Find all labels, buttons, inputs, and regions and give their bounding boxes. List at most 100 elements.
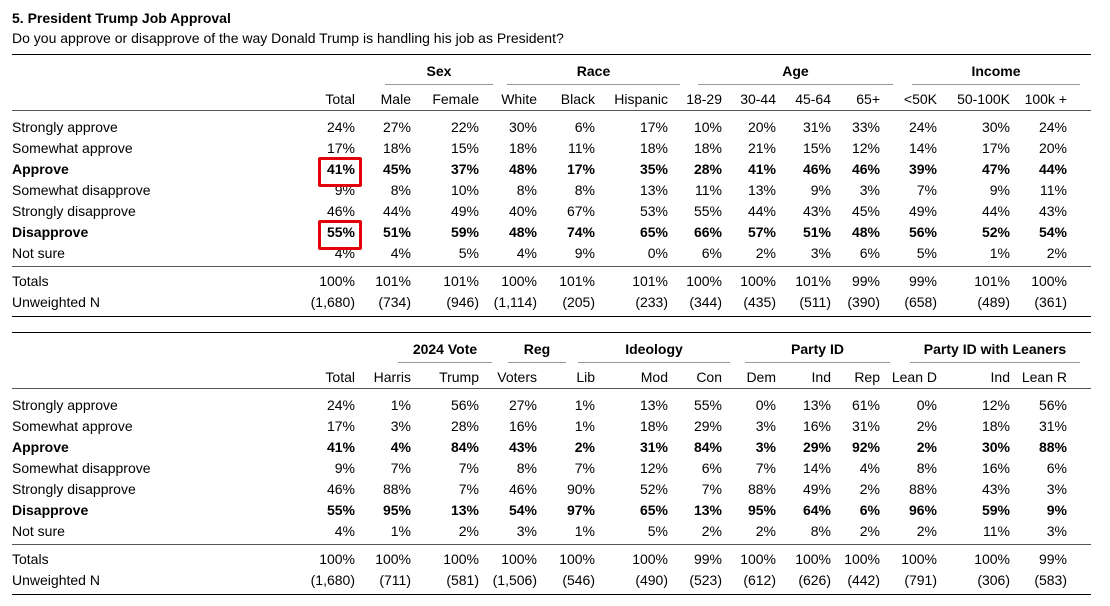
table-cell: (306) <box>977 572 1010 588</box>
table-cell: 0% <box>647 245 668 261</box>
table-cell: 30% <box>981 439 1010 455</box>
table-cell: 46% <box>326 481 355 497</box>
table-cell: 3% <box>390 418 411 434</box>
table-cell: 43% <box>981 481 1010 497</box>
table-cell: 39% <box>908 161 937 177</box>
table-cell: 88% <box>382 481 411 497</box>
table-cell: 30% <box>981 119 1010 135</box>
table-cell: 11% <box>1040 182 1067 198</box>
table-cell: 18% <box>508 140 537 156</box>
table-cell: 13% <box>802 397 831 413</box>
table-cell: 24% <box>326 397 355 413</box>
table-cell: (344) <box>689 294 722 310</box>
table-cell: 100% <box>795 551 831 567</box>
table-cell: 13% <box>639 397 668 413</box>
table-cell: 27% <box>508 397 537 413</box>
table-cell: 5% <box>458 245 479 261</box>
table-cell: 44% <box>1038 161 1067 177</box>
table-cell: 28% <box>693 161 722 177</box>
table-cell: 16% <box>508 418 537 434</box>
table-cell: 54% <box>1038 224 1067 240</box>
table-cell: 10% <box>693 119 722 135</box>
table-cell: 47% <box>981 161 1010 177</box>
column-header: Con <box>696 369 722 385</box>
table-cell: 6% <box>701 460 722 476</box>
table-cell: 45% <box>851 203 880 219</box>
table-cell: 14% <box>802 460 831 476</box>
table-cell: 9% <box>810 182 831 198</box>
table-cell: 24% <box>1038 119 1067 135</box>
table-cell: 100% <box>632 551 668 567</box>
table-cell: 4% <box>390 245 411 261</box>
crosstab-demographics: Sex Race Age Income Total Male Female White Blac… <box>12 54 1091 317</box>
table-cell: 20% <box>747 119 776 135</box>
table-cell: 55% <box>693 397 722 413</box>
table-cell: 6% <box>1046 460 1067 476</box>
table-cell: 8% <box>574 182 595 198</box>
table-cell: 88% <box>1038 439 1067 455</box>
table-cell: 7% <box>458 460 479 476</box>
column-header: Dem <box>746 369 776 385</box>
table-cell: 43% <box>802 203 831 219</box>
table-cell: 59% <box>450 224 479 240</box>
table-cell: 20% <box>1038 140 1067 156</box>
row-label: Strongly approve <box>12 397 118 413</box>
table-cell: 8% <box>810 523 831 539</box>
table-cell: 8% <box>516 460 537 476</box>
table-cell: 11% <box>983 523 1010 539</box>
table-cell: 99% <box>1038 551 1067 567</box>
row-label: Strongly disapprove <box>12 203 136 219</box>
table-cell: (612) <box>743 572 776 588</box>
group-underline <box>745 362 890 363</box>
group-header: Ideology <box>625 341 683 357</box>
table-cell: 3% <box>755 439 776 455</box>
table-cell: 48% <box>508 161 537 177</box>
table-cell: 3% <box>1046 481 1067 497</box>
bottom-rule <box>12 594 1091 595</box>
table-cell: (511) <box>799 294 831 310</box>
column-header: 18-29 <box>686 91 722 107</box>
body-rule <box>12 544 1091 545</box>
table-cell: 12% <box>851 140 880 156</box>
table-cell: (1,680) <box>310 572 355 588</box>
column-header: Ind <box>811 369 831 385</box>
group-underline <box>508 362 566 363</box>
table-row: Approve 41% 45% 37% 48% 17% 35% 28% 41% 46% 46% 39%… <box>12 161 1091 181</box>
table-cell: 18% <box>382 140 411 156</box>
table-cell: (583) <box>1034 572 1067 588</box>
table-cell: 3% <box>810 245 831 261</box>
table-cell: 56% <box>908 224 937 240</box>
table-cell: 2% <box>859 481 880 497</box>
table-cell: (658) <box>904 294 937 310</box>
row-label: Unweighted N <box>12 294 100 310</box>
table-cell: 100% <box>375 551 411 567</box>
row-label: Somewhat approve <box>12 140 133 156</box>
table-cell: 21% <box>747 140 776 156</box>
table-cell: 100% <box>443 551 479 567</box>
group-header: Age <box>782 63 809 79</box>
table-cell: 13% <box>747 182 776 198</box>
table-cell: 1% <box>574 397 595 413</box>
group-underline <box>398 362 492 363</box>
table-cell: 17% <box>566 161 595 177</box>
column-header: Trump <box>439 369 479 385</box>
table-cell: 17% <box>981 140 1010 156</box>
group-header: Income <box>971 63 1021 79</box>
row-label: Disapprove <box>12 502 89 518</box>
table-cell: 95% <box>747 502 776 518</box>
table-cell: (233) <box>635 294 668 310</box>
table-cell: 17% <box>326 418 355 434</box>
table-cell: 99% <box>693 551 722 567</box>
table-cell: 18% <box>639 418 668 434</box>
table-cell: 35% <box>639 161 668 177</box>
table-cell: 8% <box>390 182 411 198</box>
table-cell: 12% <box>981 397 1010 413</box>
table-cell: (711) <box>379 572 411 588</box>
table-cell: (490) <box>635 572 668 588</box>
table-cell: 1% <box>574 523 595 539</box>
table-cell: (1,114) <box>493 294 537 310</box>
table-cell: 55% <box>326 224 355 240</box>
table-cell: 1% <box>390 523 411 539</box>
group-underline <box>507 84 680 85</box>
table-cell: (435) <box>743 294 776 310</box>
